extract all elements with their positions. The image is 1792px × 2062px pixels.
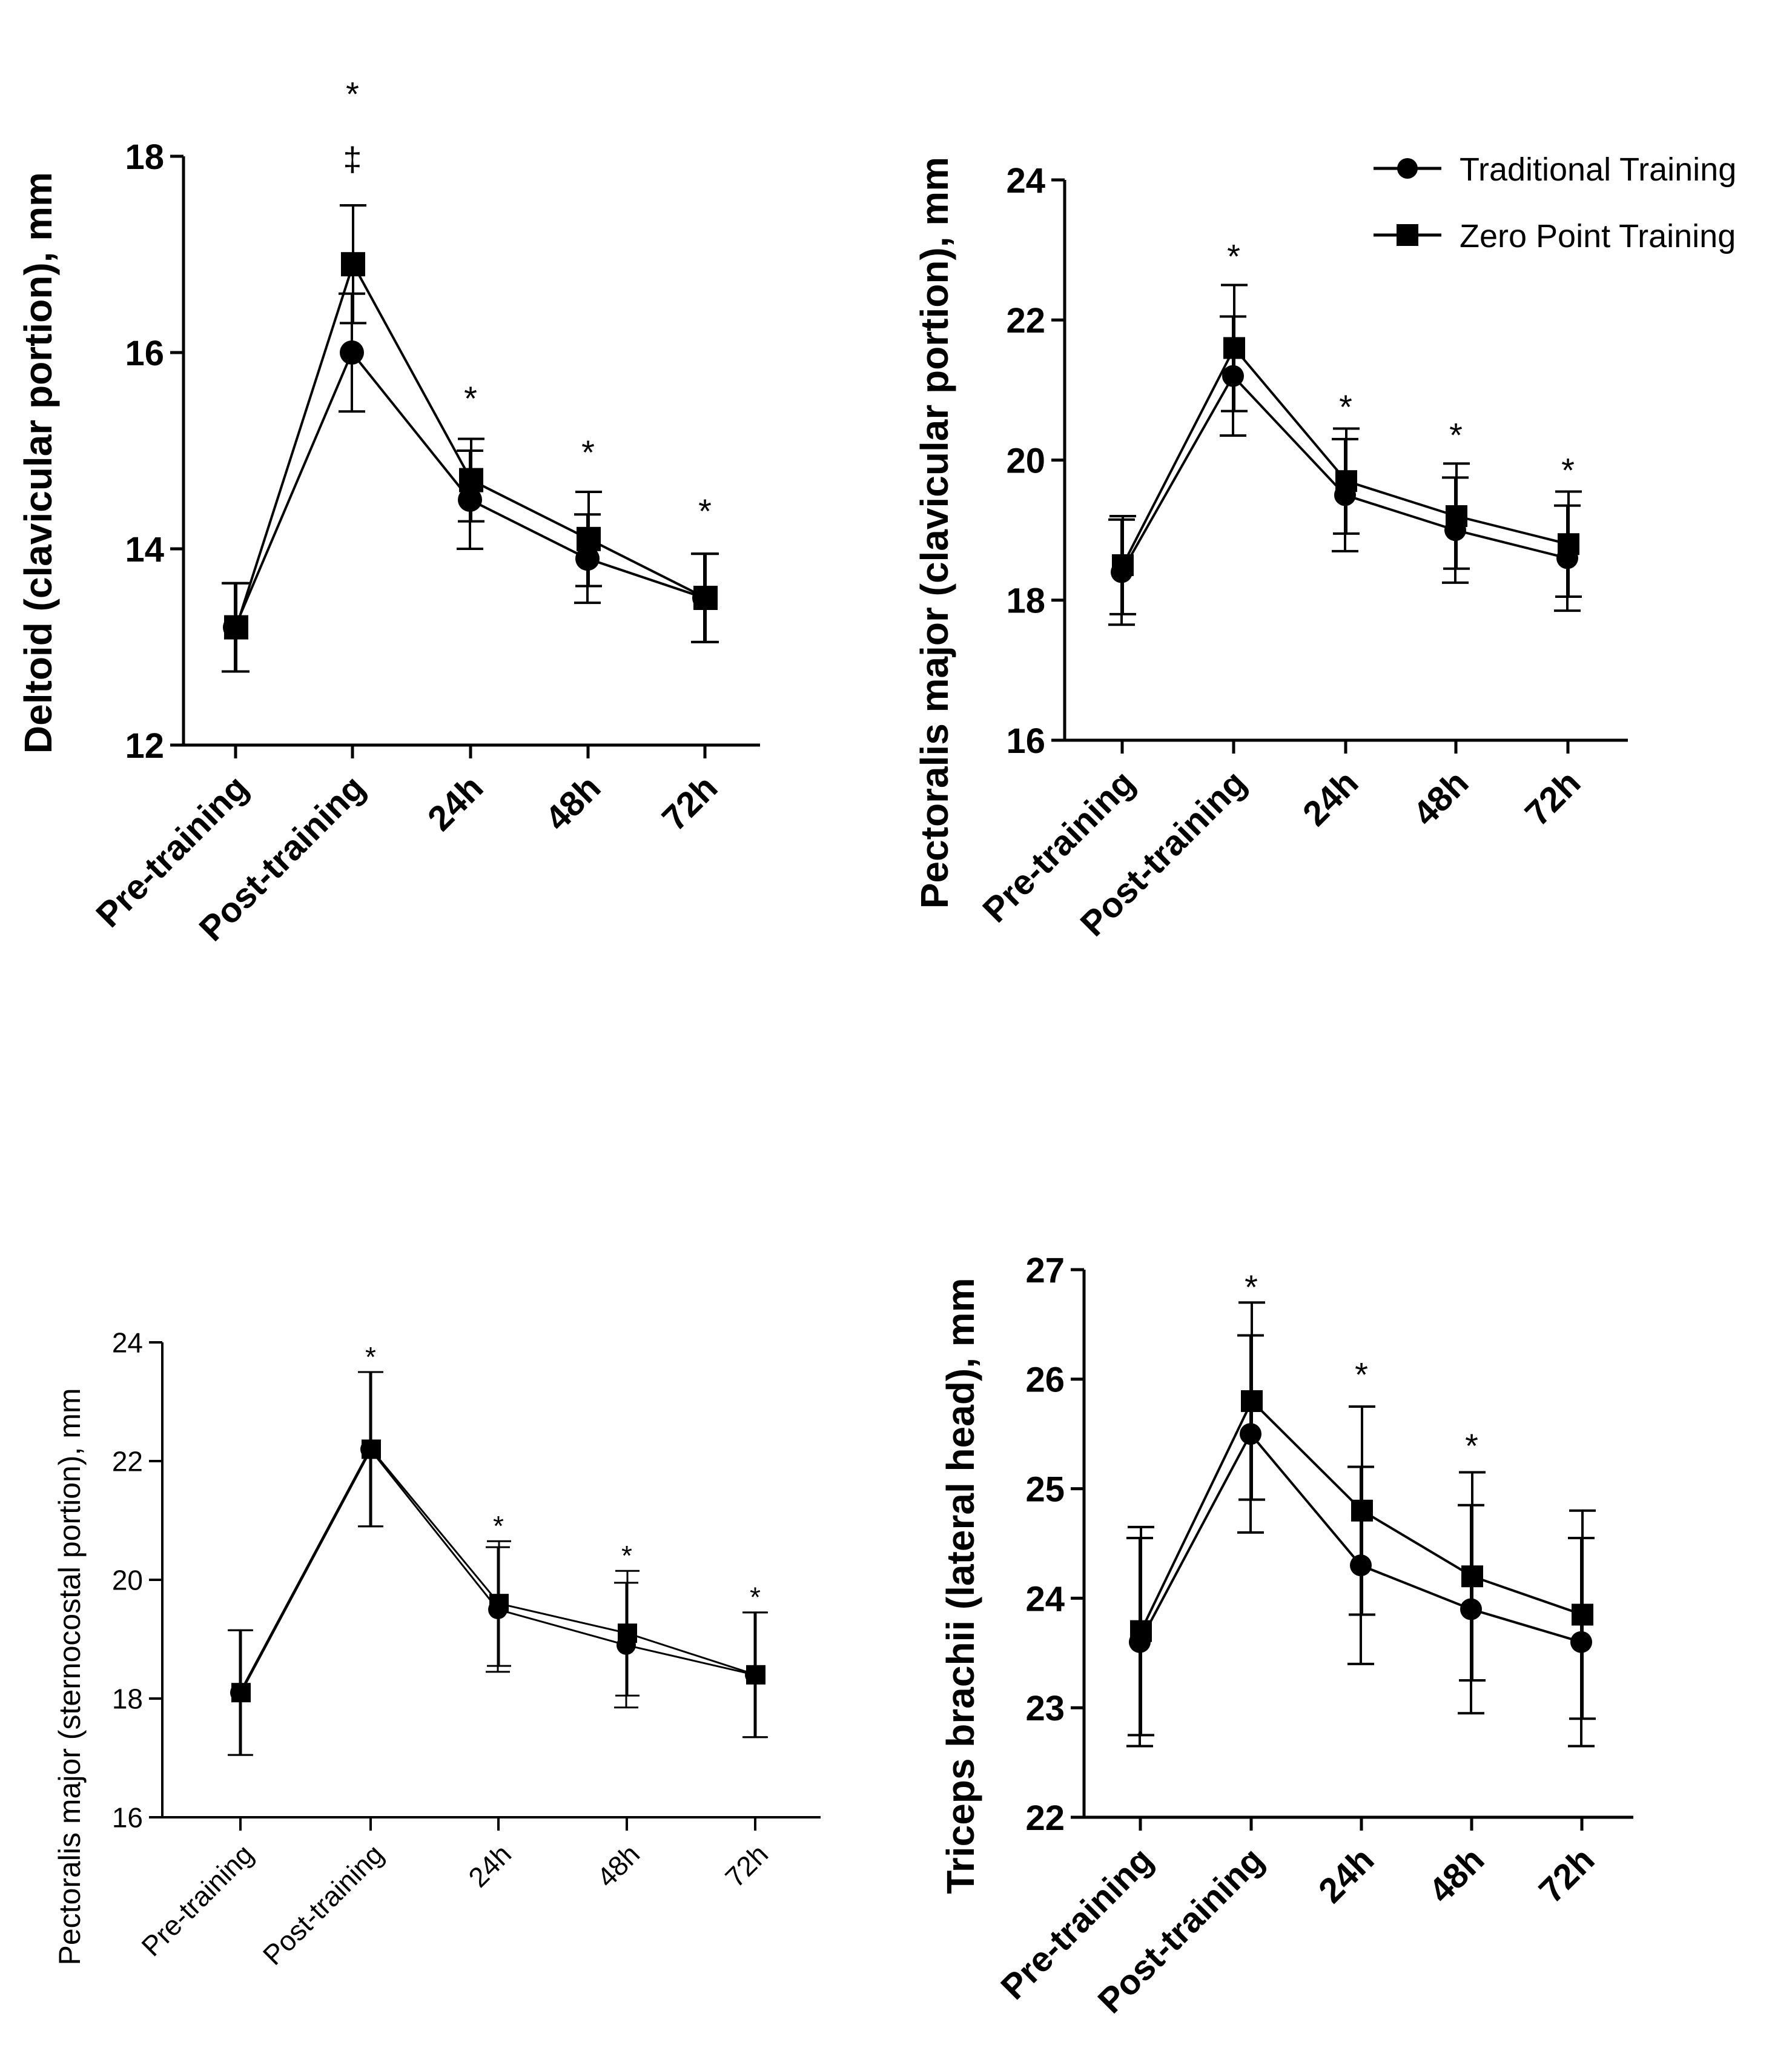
y-tick-label: 24 [1025, 1579, 1065, 1619]
y-tick-label: 18 [125, 138, 164, 177]
y-tick-label: 12 [125, 726, 164, 766]
y-axis-title: Pectoralis major (clavicular portion), m… [913, 157, 956, 909]
x-tick-label: 24h [420, 767, 491, 838]
data-point-square [1130, 1620, 1152, 1642]
y-tick-label: 16 [112, 1802, 143, 1834]
data-point-square [1446, 505, 1467, 527]
y-tick-label: 18 [112, 1683, 143, 1715]
y-axis-title: Triceps brachii (lateral head), mm [939, 1278, 982, 1894]
x-tick-label: 24h [462, 1838, 517, 1893]
significance-asterisk: * [1561, 451, 1575, 489]
y-tick-label: 23 [1025, 1689, 1065, 1728]
y-tick-label: 24 [112, 1327, 143, 1359]
y-tick-label: 20 [1006, 441, 1045, 480]
x-tick-label: 48h [1406, 763, 1476, 834]
x-tick-label: Post-training [257, 1838, 389, 1971]
y-tick-label: 16 [125, 334, 164, 373]
significance-asterisk: * [464, 379, 477, 417]
data-point-square [1351, 1499, 1373, 1522]
legend-label-zero-point: Zero Point Training [1460, 218, 1736, 254]
data-point-square [1461, 1565, 1483, 1588]
data-point-square [1241, 1390, 1263, 1412]
data-point-square [693, 586, 718, 610]
significance-asterisk: * [1245, 1268, 1258, 1306]
y-tick-label: 24 [1006, 161, 1045, 201]
x-tick-label: 72h [655, 767, 726, 838]
y-tick-label: 18 [1006, 582, 1045, 621]
significance-asterisk: * [1355, 1356, 1368, 1394]
data-point-square [1223, 337, 1245, 359]
significance-asterisk: * [346, 75, 359, 113]
significance-asterisk: * [621, 1540, 632, 1571]
x-tick-label: 72h [1532, 1840, 1602, 1911]
y-axis-title: Pectoralis major (sternocostal portion),… [53, 1388, 87, 1965]
significance-asterisk: * [581, 433, 595, 471]
significance-asterisk: * [1465, 1427, 1478, 1465]
x-tick-label: Pre-training [135, 1838, 259, 1962]
legend-label-traditional: Traditional Training [1460, 151, 1736, 188]
y-tick-label: 26 [1025, 1361, 1065, 1400]
data-point-square [1558, 533, 1579, 555]
legend-marker-traditional [1397, 158, 1418, 179]
x-tick-label: 24h [1295, 763, 1366, 834]
data-point-square [1335, 470, 1357, 492]
y-axis-title: Deltoid (clavicular portion), mm [16, 172, 60, 754]
x-tick-label: 72h [719, 1838, 774, 1893]
data-point-square [746, 1665, 765, 1685]
y-tick-label: 22 [1006, 301, 1045, 340]
data-point-square [224, 615, 248, 640]
x-tick-label: 72h [1518, 763, 1589, 834]
significance-asterisk: * [1227, 237, 1240, 276]
x-tick-label: 48h [590, 1838, 646, 1893]
legend-marker-zero-point [1397, 224, 1418, 246]
data-point-circle [340, 340, 364, 365]
y-tick-label: 27 [1025, 1251, 1065, 1290]
significance-asterisk: * [493, 1510, 504, 1542]
x-tick-label: 48h [538, 767, 609, 838]
significance-asterisk: * [365, 1341, 376, 1373]
y-tick-label: 22 [1025, 1798, 1065, 1838]
y-tick-label: 14 [125, 530, 164, 569]
significance-asterisk: * [698, 492, 712, 530]
data-point-square [341, 252, 365, 277]
significance-asterisk: * [1449, 416, 1463, 454]
data-point-square [1572, 1603, 1593, 1626]
y-tick-label: 16 [1006, 721, 1045, 761]
significance-asterisk: * [750, 1582, 761, 1613]
y-tick-label: 22 [112, 1446, 143, 1477]
data-point-square [459, 468, 483, 492]
data-point-square [1112, 554, 1134, 576]
data-point-square [231, 1683, 251, 1703]
y-tick-label: 20 [112, 1565, 143, 1596]
significance-dagger: ‡ [343, 140, 362, 178]
legend: Traditional Training Zero Point Training [1374, 151, 1736, 254]
x-tick-label: 24h [1311, 1840, 1382, 1911]
data-point-square [618, 1623, 637, 1643]
data-point-square [362, 1439, 381, 1459]
data-point-square [489, 1594, 509, 1614]
significance-asterisk: * [1339, 388, 1352, 426]
data-point-square [577, 526, 601, 551]
y-tick-label: 25 [1025, 1470, 1065, 1509]
x-tick-label: 48h [1421, 1840, 1492, 1911]
